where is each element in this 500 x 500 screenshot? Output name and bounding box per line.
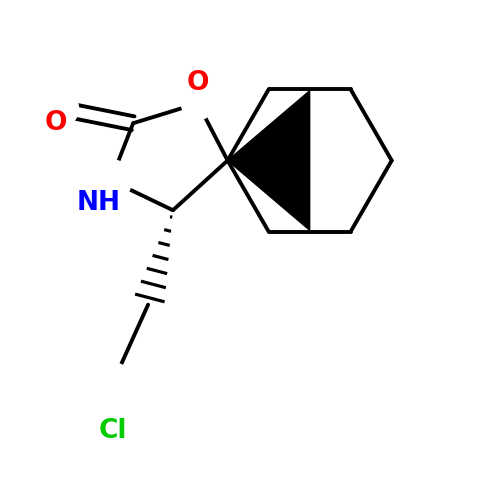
Text: O: O [45,110,68,136]
Text: NH: NH [76,190,120,216]
Circle shape [182,87,214,120]
Circle shape [94,363,132,401]
Circle shape [90,160,132,202]
Text: O: O [186,70,209,97]
Circle shape [38,88,78,128]
Text: Cl: Cl [99,418,128,444]
Polygon shape [228,91,310,230]
